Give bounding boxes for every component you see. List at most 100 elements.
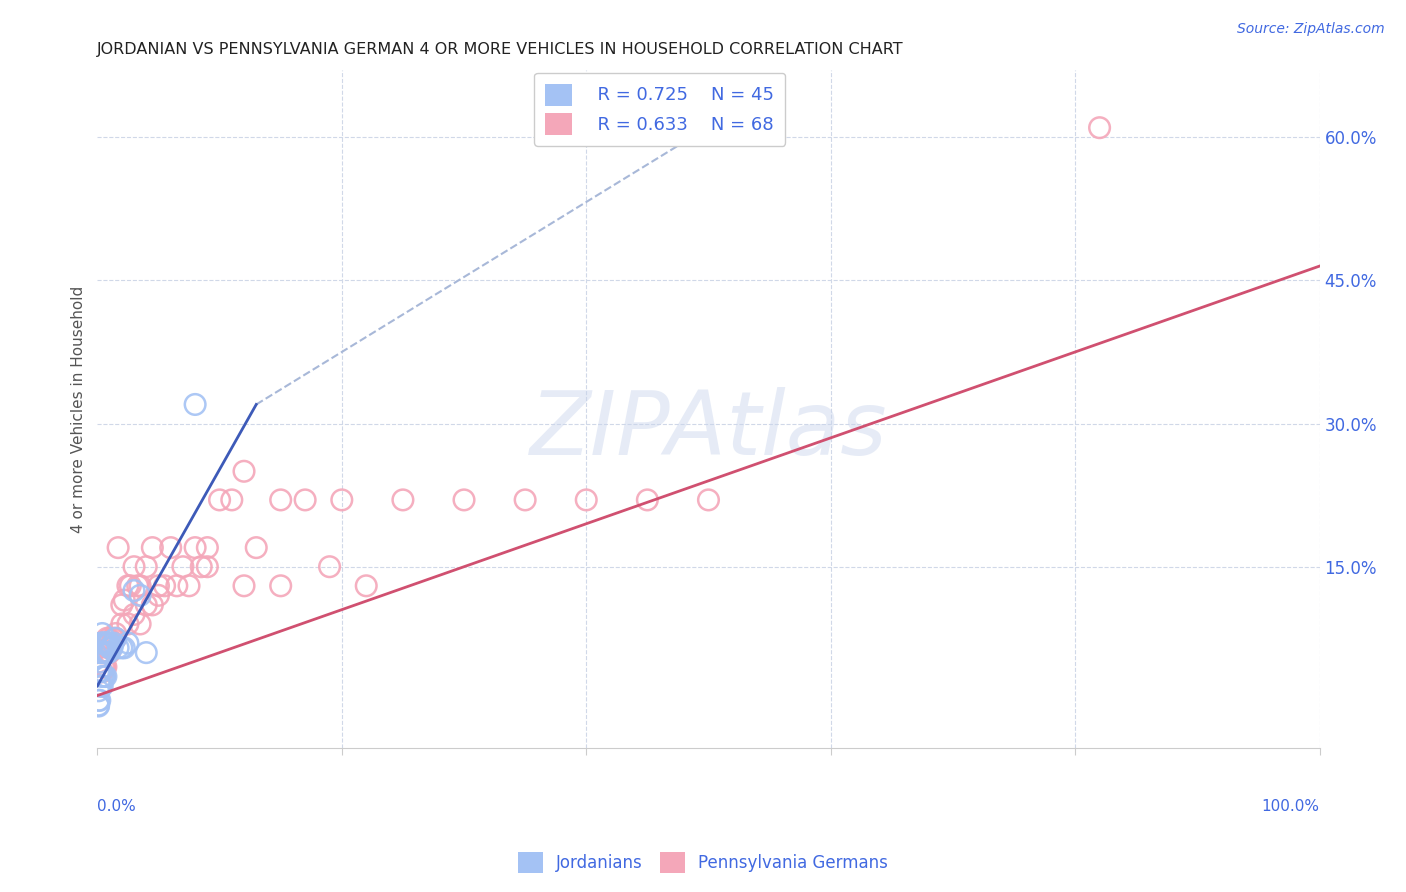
Point [90, 679, 112, 693]
Point [1088, 120, 1111, 135]
Point [135, 559, 157, 574]
Point [101, 636, 124, 650]
Point [93, 636, 115, 650]
Point [96, 646, 118, 660]
Legend: Jordanians, Pennsylvania Germans: Jordanians, Pennsylvania Germans [512, 846, 894, 880]
Text: 0.0%: 0.0% [97, 799, 136, 814]
Point [101, 640, 124, 655]
Point [233, 464, 256, 478]
Point [90, 665, 112, 679]
Point [159, 541, 181, 555]
Y-axis label: 4 or more Vehicles in Household: 4 or more Vehicles in Household [72, 285, 86, 533]
Point [93, 669, 115, 683]
Point [195, 541, 218, 555]
Point [318, 559, 340, 574]
Point [392, 492, 415, 507]
Point [111, 640, 134, 655]
Point [89, 646, 111, 660]
Point [91, 626, 114, 640]
Point [184, 397, 207, 411]
Point [93, 660, 115, 674]
Point [135, 598, 157, 612]
Point [93, 646, 115, 660]
Point [90, 646, 112, 660]
Point [100, 640, 122, 655]
Text: JORDANIAN VS PENNSYLVANIA GERMAN 4 OR MORE VEHICLES IN HOUSEHOLD CORRELATION CHA: JORDANIAN VS PENNSYLVANIA GERMAN 4 OR MO… [97, 42, 904, 57]
Point [294, 492, 316, 507]
Point [94, 636, 117, 650]
Point [91, 665, 114, 679]
Point [129, 588, 152, 602]
Point [93, 646, 115, 660]
Point [112, 640, 135, 655]
Point [575, 492, 598, 507]
Point [127, 579, 149, 593]
Point [184, 541, 207, 555]
Point [270, 579, 292, 593]
Point [94, 646, 117, 660]
Point [141, 541, 163, 555]
Point [90, 665, 112, 679]
Point [111, 617, 134, 632]
Point [96, 632, 118, 646]
Text: Source: ZipAtlas.com: Source: ZipAtlas.com [1237, 22, 1385, 37]
Point [90, 636, 112, 650]
Point [87, 665, 110, 679]
Point [93, 646, 115, 660]
Point [117, 617, 139, 632]
Point [87, 655, 110, 669]
Point [94, 660, 117, 674]
Legend:   R = 0.725    N = 45,   R = 0.633    N = 68: R = 0.725 N = 45, R = 0.633 N = 68 [534, 72, 785, 145]
Point [153, 579, 176, 593]
Point [98, 632, 121, 646]
Point [91, 646, 114, 660]
Point [697, 492, 720, 507]
Point [98, 646, 121, 660]
Point [104, 626, 127, 640]
Point [89, 655, 111, 669]
Point [122, 583, 145, 598]
Point [117, 579, 139, 593]
Point [94, 669, 117, 683]
Point [513, 492, 536, 507]
Point [96, 646, 118, 660]
Point [208, 492, 231, 507]
Point [97, 636, 120, 650]
Point [98, 636, 121, 650]
Point [91, 669, 114, 683]
Text: 100.0%: 100.0% [1261, 799, 1320, 814]
Point [636, 492, 658, 507]
Point [93, 636, 115, 650]
Point [97, 646, 120, 660]
Point [87, 699, 110, 714]
Point [177, 579, 200, 593]
Point [233, 579, 256, 593]
Point [104, 632, 127, 646]
Point [330, 492, 353, 507]
Point [96, 636, 118, 650]
Point [87, 693, 110, 707]
Point [148, 588, 170, 602]
Point [100, 640, 122, 655]
Point [111, 598, 134, 612]
Point [89, 679, 111, 693]
Point [245, 541, 267, 555]
Point [112, 593, 135, 607]
Point [93, 646, 115, 660]
Point [94, 636, 117, 650]
Point [453, 492, 475, 507]
Point [89, 665, 111, 679]
Point [104, 632, 127, 646]
Point [172, 559, 194, 574]
Point [91, 679, 114, 693]
Point [166, 579, 188, 593]
Point [103, 636, 125, 650]
Point [221, 492, 243, 507]
Point [120, 579, 142, 593]
Point [148, 579, 170, 593]
Point [93, 660, 115, 674]
Point [107, 541, 129, 555]
Point [93, 669, 115, 683]
Point [190, 559, 212, 574]
Point [270, 492, 292, 507]
